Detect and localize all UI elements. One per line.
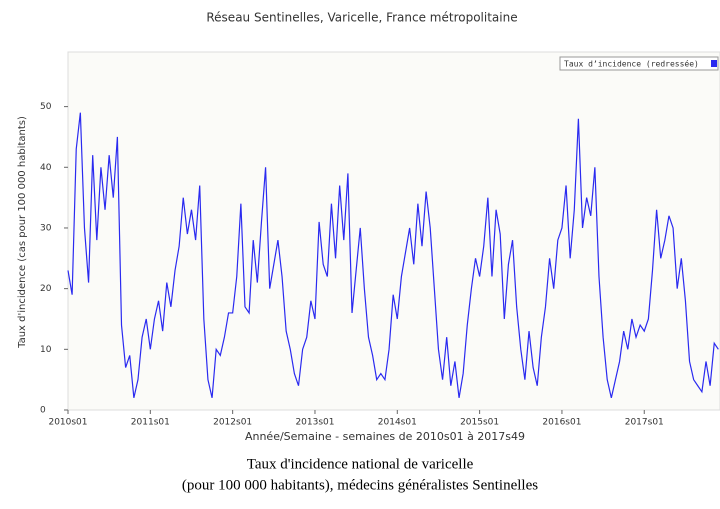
y-axis-label: Taux d'incidence (cas pour 100 000 habit…: [17, 116, 28, 349]
x-tick-label: 2011s01: [131, 418, 170, 428]
y-tick-label: 30: [40, 223, 52, 233]
y-tick-label: 0: [40, 406, 46, 416]
y-tick-label: 20: [40, 284, 52, 294]
x-tick-label: 2015s01: [460, 418, 499, 428]
x-tick-label: 2010s01: [48, 418, 87, 428]
x-tick-label: 2012s01: [213, 418, 252, 428]
chart-title: Réseau Sentinelles, Varicelle, France mé…: [206, 11, 517, 25]
x-tick-label: 2016s01: [542, 418, 581, 428]
x-tick-label: 2014s01: [378, 418, 417, 428]
y-tick-label: 40: [40, 163, 52, 173]
y-tick-label: 50: [40, 102, 52, 112]
y-tick-label: 10: [40, 345, 52, 355]
plot-area: [67, 51, 720, 411]
legend-swatch: [711, 60, 717, 67]
caption: (pour 100 000 habitants), médecins génér…: [182, 477, 538, 493]
legend-box: [559, 56, 719, 71]
x-axis-label: Année/Semaine - semaines de 2010s01 à 20…: [245, 430, 525, 443]
series-line: [67, 112, 719, 398]
x-tick-label: 2013s01: [295, 418, 334, 428]
x-tick-label: 2017s01: [625, 418, 664, 428]
caption: Taux d'incidence national de varicelle: [247, 456, 474, 472]
legend-label: Taux d’incidence (redressée): [564, 59, 699, 69]
